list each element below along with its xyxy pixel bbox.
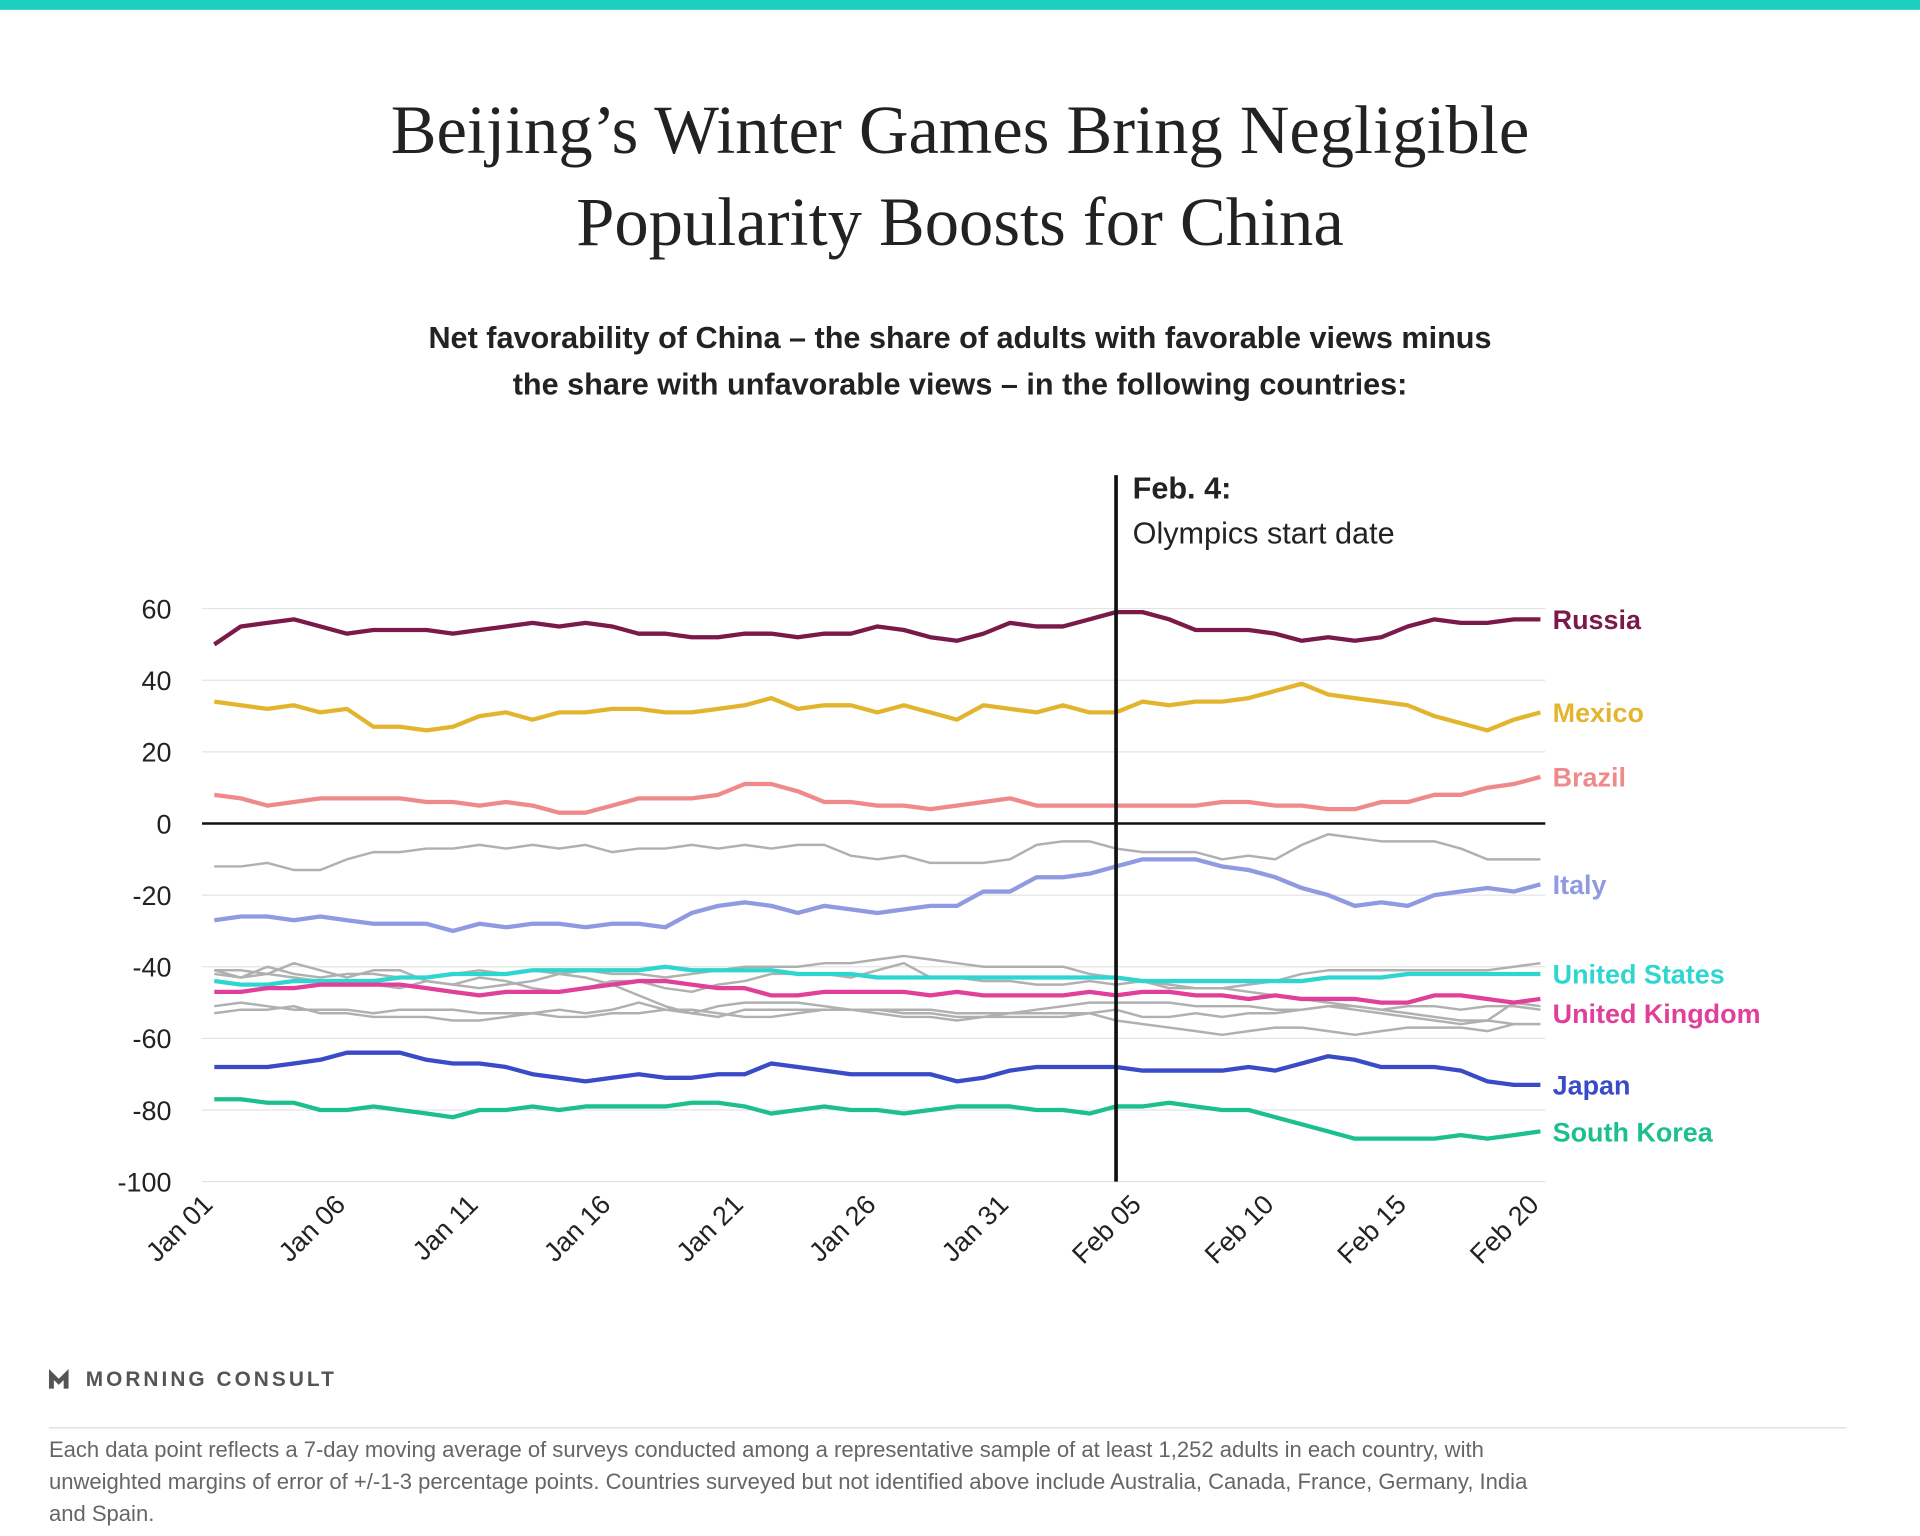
series-label: Italy <box>1553 870 1607 900</box>
series-line <box>214 833 1541 872</box>
series-line <box>213 857 1541 934</box>
x-tick-label: Jan 06 <box>273 1189 351 1267</box>
chart-subtitle: the share with unfavorable views – in th… <box>513 367 1408 401</box>
brand-name: MORNING CONSULT <box>86 1368 337 1391</box>
annotation-text: Olympics start date <box>1133 517 1395 551</box>
footnote: Each data point reflects a 7-day moving … <box>49 1437 1484 1462</box>
x-tick-label: Jan 16 <box>538 1189 616 1267</box>
x-tick-label: Jan 21 <box>671 1189 749 1267</box>
series-label: Japan <box>1553 1071 1631 1101</box>
series-line <box>213 681 1541 733</box>
annotation-heading: Feb. 4: <box>1133 471 1232 505</box>
series-label: United Kingdom <box>1553 999 1761 1029</box>
x-tick-label: Jan 26 <box>803 1189 881 1267</box>
series-label: Mexico <box>1553 698 1644 728</box>
y-tick-label: -100 <box>118 1167 172 1197</box>
x-tick-label: Feb 05 <box>1066 1189 1146 1269</box>
series-label: South Korea <box>1553 1117 1714 1147</box>
chart-subtitle: Net favorability of China – the share of… <box>428 321 1491 355</box>
y-tick-label: 20 <box>141 738 171 768</box>
series-line <box>213 954 1541 990</box>
series-line <box>214 1050 1541 1088</box>
chart-title: Beijing’s Winter Games Bring Negligible <box>391 92 1530 168</box>
series-label: Brazil <box>1553 763 1626 793</box>
top-bar <box>0 0 1920 10</box>
x-tick-label: Feb 20 <box>1464 1189 1544 1269</box>
series-label: United States <box>1553 960 1725 990</box>
x-tick-label: Jan 01 <box>140 1189 218 1267</box>
y-tick-label: 60 <box>141 594 171 624</box>
series-line <box>214 964 1541 987</box>
x-tick-label: Jan 31 <box>936 1189 1014 1267</box>
brand-logo <box>48 1368 69 1389</box>
y-tick-label: -20 <box>133 881 172 911</box>
series-line <box>214 774 1541 815</box>
series-line <box>214 972 1541 1037</box>
y-tick-label: -60 <box>133 1024 172 1054</box>
x-tick-label: Jan 11 <box>407 1189 484 1266</box>
y-tick-label: -40 <box>133 953 172 983</box>
series-label: Russia <box>1553 605 1642 635</box>
x-tick-label: Feb 10 <box>1199 1189 1279 1269</box>
y-tick-label: 40 <box>141 666 171 696</box>
y-tick-label: 0 <box>156 809 171 839</box>
series-line <box>213 609 1541 647</box>
x-tick-label: Feb 15 <box>1332 1189 1412 1269</box>
series-line <box>214 1004 1541 1026</box>
series-line <box>214 978 1541 1005</box>
footnote: unweighted margins of error of +/-1-3 pe… <box>49 1469 1528 1494</box>
footnote: and Spain. <box>49 1501 154 1526</box>
y-tick-label: -80 <box>133 1096 172 1126</box>
series-line <box>214 1097 1541 1141</box>
chart-title: Popularity Boosts for China <box>576 184 1344 260</box>
